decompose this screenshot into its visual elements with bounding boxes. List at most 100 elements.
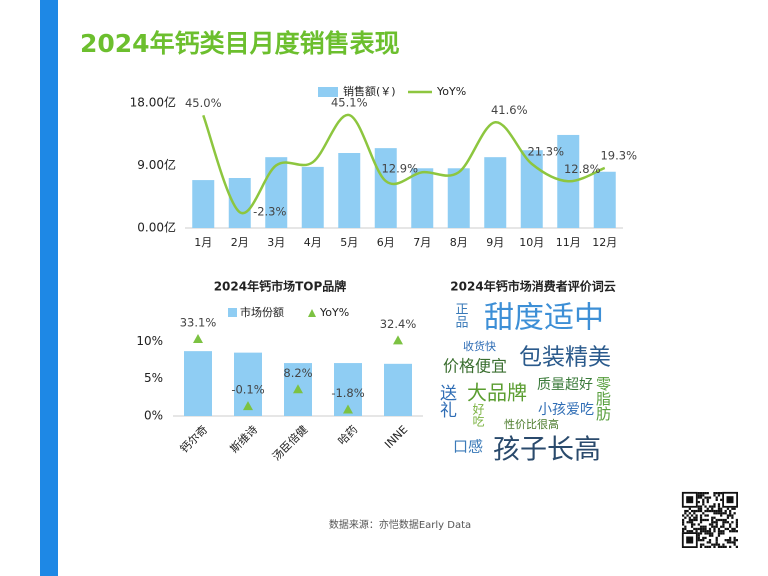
- cloud-word: 大品牌: [467, 381, 527, 405]
- qr-cell: [713, 543, 716, 546]
- bar: [447, 168, 470, 228]
- qr-cell: [720, 512, 723, 515]
- qr-cell: [729, 525, 732, 528]
- x-tick-label: 12月: [592, 236, 617, 249]
- data-label: 12.8%: [564, 162, 601, 176]
- qr-cell: [704, 527, 707, 531]
- legend-label: 销售额(￥): [343, 84, 396, 98]
- qr-cell: [733, 541, 736, 544]
- cloud-word: 孩子长高: [493, 435, 601, 466]
- qr-cell: [702, 498, 705, 501]
- qr-cell: [704, 492, 707, 495]
- qr-finder: [722, 491, 738, 508]
- qr-cell: [699, 521, 703, 524]
- qr-cell: [711, 543, 714, 546]
- qr-cell: [704, 496, 707, 499]
- qr-cell: [722, 532, 725, 535]
- qr-cell: [722, 512, 725, 515]
- qr-cell: [702, 530, 705, 533]
- data-label: 32.4%: [380, 317, 417, 331]
- qr-cell: [697, 534, 700, 537]
- qr-cell: [706, 532, 709, 535]
- qr-cell: [733, 512, 736, 515]
- qr-cell: [717, 543, 721, 546]
- cloud-word: 小孩爱吃: [538, 402, 594, 418]
- x-tick-label: 9月: [486, 236, 504, 249]
- qr-finder: [726, 496, 734, 504]
- qr-cell: [699, 492, 703, 495]
- data-label: -2.3%: [253, 205, 286, 219]
- x-tick-label: 2月: [231, 236, 249, 249]
- qr-cell: [704, 518, 707, 522]
- qr-cell: [715, 518, 718, 522]
- y-tick-label: 18.00亿: [130, 95, 176, 110]
- qr-cell: [690, 514, 694, 517]
- data-label: 12.9%: [381, 162, 418, 176]
- qr-cell: [704, 509, 707, 513]
- qr-cell: [708, 523, 712, 526]
- qr-cell: [695, 530, 698, 533]
- qr-cell: [702, 539, 705, 542]
- qr-cell: [717, 530, 721, 533]
- qr-cell: [690, 523, 694, 526]
- qr-cell: [735, 521, 738, 524]
- qr-cell: [735, 539, 738, 542]
- qr-cell: [699, 543, 703, 546]
- qr-cell: [722, 545, 725, 548]
- bar: [265, 157, 288, 228]
- data-label: 41.6%: [491, 103, 528, 117]
- qr-cell: [713, 509, 716, 513]
- qr-cell: [693, 516, 696, 519]
- qr-cell: [706, 514, 709, 517]
- qr-cell: [713, 492, 716, 495]
- qr-cell: [720, 492, 723, 495]
- qr-cell: [733, 507, 736, 510]
- bar: [228, 178, 251, 228]
- qr-cell: [720, 509, 723, 513]
- qr-cell: [724, 509, 727, 513]
- qr-cell: [733, 539, 736, 542]
- qr-cell: [724, 539, 727, 542]
- qr-cell: [697, 494, 700, 497]
- qr-cell: [711, 505, 714, 508]
- qr-cell: [713, 512, 716, 515]
- qr-cell: [717, 494, 721, 497]
- qr-cell: [682, 530, 685, 533]
- legend-label: YoY%: [436, 85, 466, 98]
- qr-cell: [706, 507, 709, 510]
- x-tick-label: 10月: [519, 236, 544, 249]
- x-tick-label: 3月: [267, 236, 285, 249]
- data-label: 21.3%: [527, 144, 564, 158]
- qr-cell: [717, 532, 721, 535]
- side-stripe: [40, 0, 58, 576]
- qr-cell: [720, 545, 723, 548]
- qr-cell: [682, 523, 685, 526]
- qr-cell: [699, 509, 703, 513]
- qr-cell: [697, 523, 700, 526]
- qr-cell: [724, 527, 727, 531]
- qr-cell: [704, 514, 707, 517]
- qr-cell: [686, 521, 689, 524]
- qr-cell: [729, 512, 732, 515]
- qr-cell: [711, 507, 714, 510]
- qr-cell: [682, 514, 685, 517]
- yoy-marker: [343, 404, 353, 414]
- qr-cell: [704, 505, 707, 508]
- qr-cell: [724, 521, 727, 524]
- legend-label: YoY%: [319, 306, 349, 319]
- bar: [184, 351, 212, 416]
- legend-swatch: [228, 308, 237, 317]
- qr-cell: [702, 500, 705, 504]
- qr-cell: [699, 514, 703, 517]
- bar: [301, 166, 324, 228]
- qr-cell: [724, 512, 727, 515]
- x-tick-label: 钙尔奇: [177, 422, 210, 455]
- qr-cell: [684, 525, 687, 528]
- qr-cell: [697, 492, 700, 495]
- qr-cell: [729, 545, 732, 548]
- bar: [384, 363, 412, 416]
- y-tick-label: 5%: [144, 371, 163, 385]
- qr-cell: [735, 545, 738, 548]
- qr-cell: [713, 530, 716, 533]
